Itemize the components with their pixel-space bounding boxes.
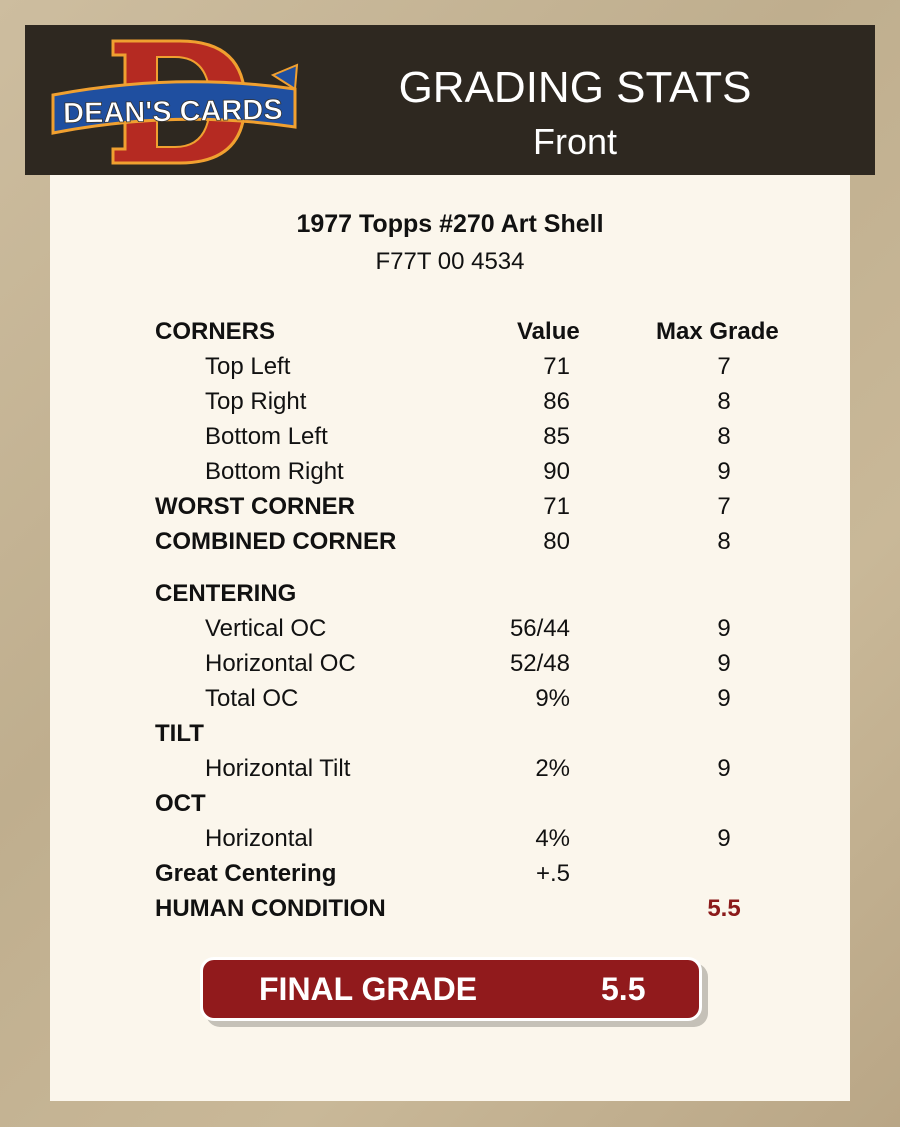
row-max-grade: 8 bbox=[717, 528, 731, 555]
table-row: WORST CORNER 71 7 bbox=[0, 493, 900, 523]
row-max-grade: 7 bbox=[717, 353, 731, 380]
table-row: Horizontal OC 52/48 9 bbox=[0, 650, 900, 680]
header-bar: DEAN'S CARDS GRADING STATS Front bbox=[25, 25, 875, 175]
table-row: Horizontal Tilt 2% 9 bbox=[0, 755, 900, 785]
row-label: TILT bbox=[155, 720, 204, 747]
table-row: Bottom Right 90 9 bbox=[0, 458, 900, 488]
row-label: Horizontal bbox=[205, 825, 314, 852]
row-label: OCT bbox=[155, 790, 206, 817]
row-max-grade: 8 bbox=[717, 388, 731, 415]
page-subtitle: Front bbox=[532, 121, 618, 162]
final-grade-label: FINAL GRADE bbox=[259, 971, 478, 1007]
row-label: Bottom Left bbox=[205, 423, 328, 450]
row-value: 52/48 bbox=[509, 650, 570, 677]
row-max-grade: 5.5 bbox=[707, 895, 741, 922]
row-max-grade: 7 bbox=[717, 493, 731, 520]
cert-number: F77T 00 4534 bbox=[375, 248, 525, 275]
table-row: COMBINED CORNER 80 8 bbox=[0, 528, 900, 558]
stats-panel bbox=[50, 175, 850, 1101]
page-title: GRADING STATS bbox=[398, 63, 752, 112]
max-grade-column-header: Max Grade bbox=[656, 318, 779, 345]
row-value: +.5 bbox=[535, 860, 570, 887]
row-label: Horizontal OC bbox=[205, 650, 356, 677]
row-value: 71 bbox=[543, 493, 570, 520]
value-column-header: Value bbox=[517, 318, 580, 345]
row-label: HUMAN CONDITION bbox=[155, 895, 386, 922]
row-value: 85 bbox=[543, 423, 570, 450]
table-row: Total OC 9% 9 bbox=[0, 685, 900, 715]
row-max-grade: 8 bbox=[717, 423, 731, 450]
table-row: CORNERS bbox=[0, 318, 900, 348]
table-row: Vertical OC 56/44 9 bbox=[0, 615, 900, 645]
table-row: CENTERING bbox=[0, 580, 900, 610]
row-value: 71 bbox=[543, 353, 570, 380]
row-label: WORST CORNER bbox=[155, 493, 355, 520]
deans-cards-logo: DEAN'S CARDS bbox=[51, 39, 299, 165]
table-row: HUMAN CONDITION 5.5 bbox=[0, 895, 900, 925]
row-max-grade: 9 bbox=[717, 650, 731, 677]
final-grade-banner: FINAL GRADE 5.5 bbox=[200, 957, 702, 1021]
table-row: Horizontal 4% 9 bbox=[0, 825, 900, 855]
row-value: 2% bbox=[535, 755, 570, 782]
table-row: TILT bbox=[0, 720, 900, 750]
row-value: 9% bbox=[535, 685, 570, 712]
row-label: Great Centering bbox=[155, 860, 337, 887]
row-label: Horizontal Tilt bbox=[205, 755, 351, 782]
row-label: Bottom Right bbox=[205, 458, 344, 485]
row-label: COMBINED CORNER bbox=[155, 528, 397, 555]
card-name: 1977 Topps #270 Art Shell bbox=[296, 210, 604, 238]
row-label: CORNERS bbox=[155, 318, 276, 345]
table-row: Bottom Left 85 8 bbox=[0, 423, 900, 453]
row-max-grade: 9 bbox=[717, 755, 731, 782]
row-max-grade: 9 bbox=[717, 615, 731, 642]
row-label: Total OC bbox=[205, 685, 299, 712]
row-label: Top Right bbox=[205, 388, 307, 415]
row-label: CENTERING bbox=[155, 580, 297, 607]
row-max-grade: 9 bbox=[717, 685, 731, 712]
row-value: 80 bbox=[543, 528, 570, 555]
column-headers: Value Max Grade bbox=[0, 318, 900, 348]
row-max-grade: 9 bbox=[717, 458, 731, 485]
table-row: OCT bbox=[0, 790, 900, 820]
row-value: 56/44 bbox=[509, 615, 570, 642]
final-grade-value: 5.5 bbox=[601, 971, 646, 1007]
row-label: Top Left bbox=[205, 353, 291, 380]
row-value: 86 bbox=[543, 388, 570, 415]
row-value: 4% bbox=[535, 825, 570, 852]
row-max-grade: 9 bbox=[717, 825, 731, 852]
table-row: Top Left 71 7 bbox=[0, 353, 900, 383]
table-row: Great Centering +.5 bbox=[0, 860, 900, 890]
svg-text:DEAN'S CARDS: DEAN'S CARDS bbox=[63, 94, 283, 130]
row-value: 90 bbox=[543, 458, 570, 485]
row-label: Vertical OC bbox=[205, 615, 327, 642]
table-row: Top Right 86 8 bbox=[0, 388, 900, 418]
